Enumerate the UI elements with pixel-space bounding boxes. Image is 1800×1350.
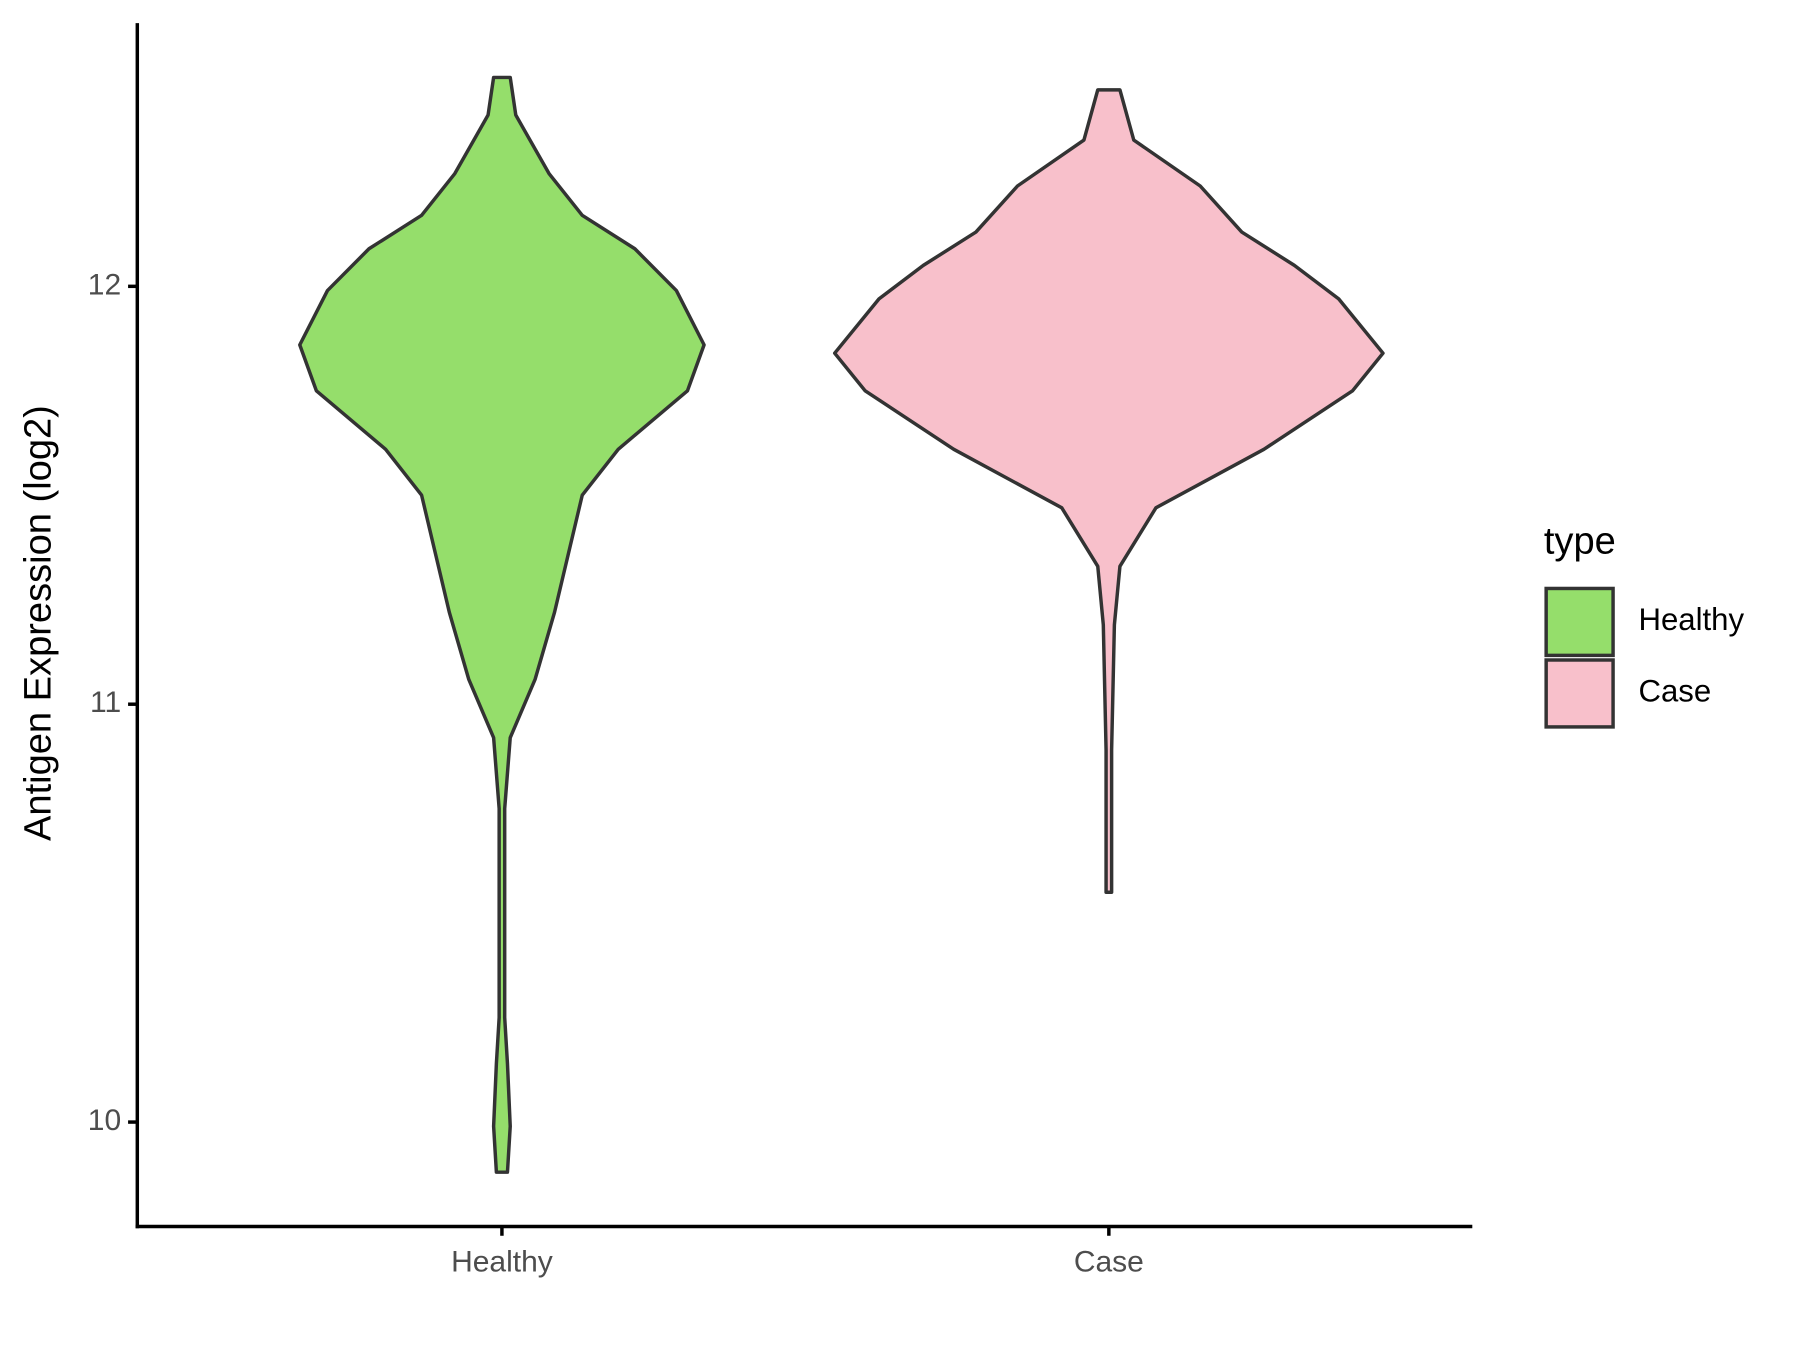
x-tick-label: Case <box>1074 1245 1144 1278</box>
violin <box>298 75 706 1174</box>
legend-label: Case <box>1638 674 1711 709</box>
legend-key <box>1544 586 1615 658</box>
y-tick-label: 10 <box>88 1104 121 1137</box>
y-tick-label: 12 <box>88 268 121 301</box>
legend-title: type <box>1544 521 1616 563</box>
legend-key <box>1544 658 1615 729</box>
violin <box>832 88 1385 894</box>
legend-label: Healthy <box>1638 602 1744 637</box>
y-axis-label: Antigen Expression (log2) <box>17 405 59 841</box>
x-tick-label: Healthy <box>451 1245 553 1278</box>
y-tick-label: 11 <box>90 686 121 719</box>
